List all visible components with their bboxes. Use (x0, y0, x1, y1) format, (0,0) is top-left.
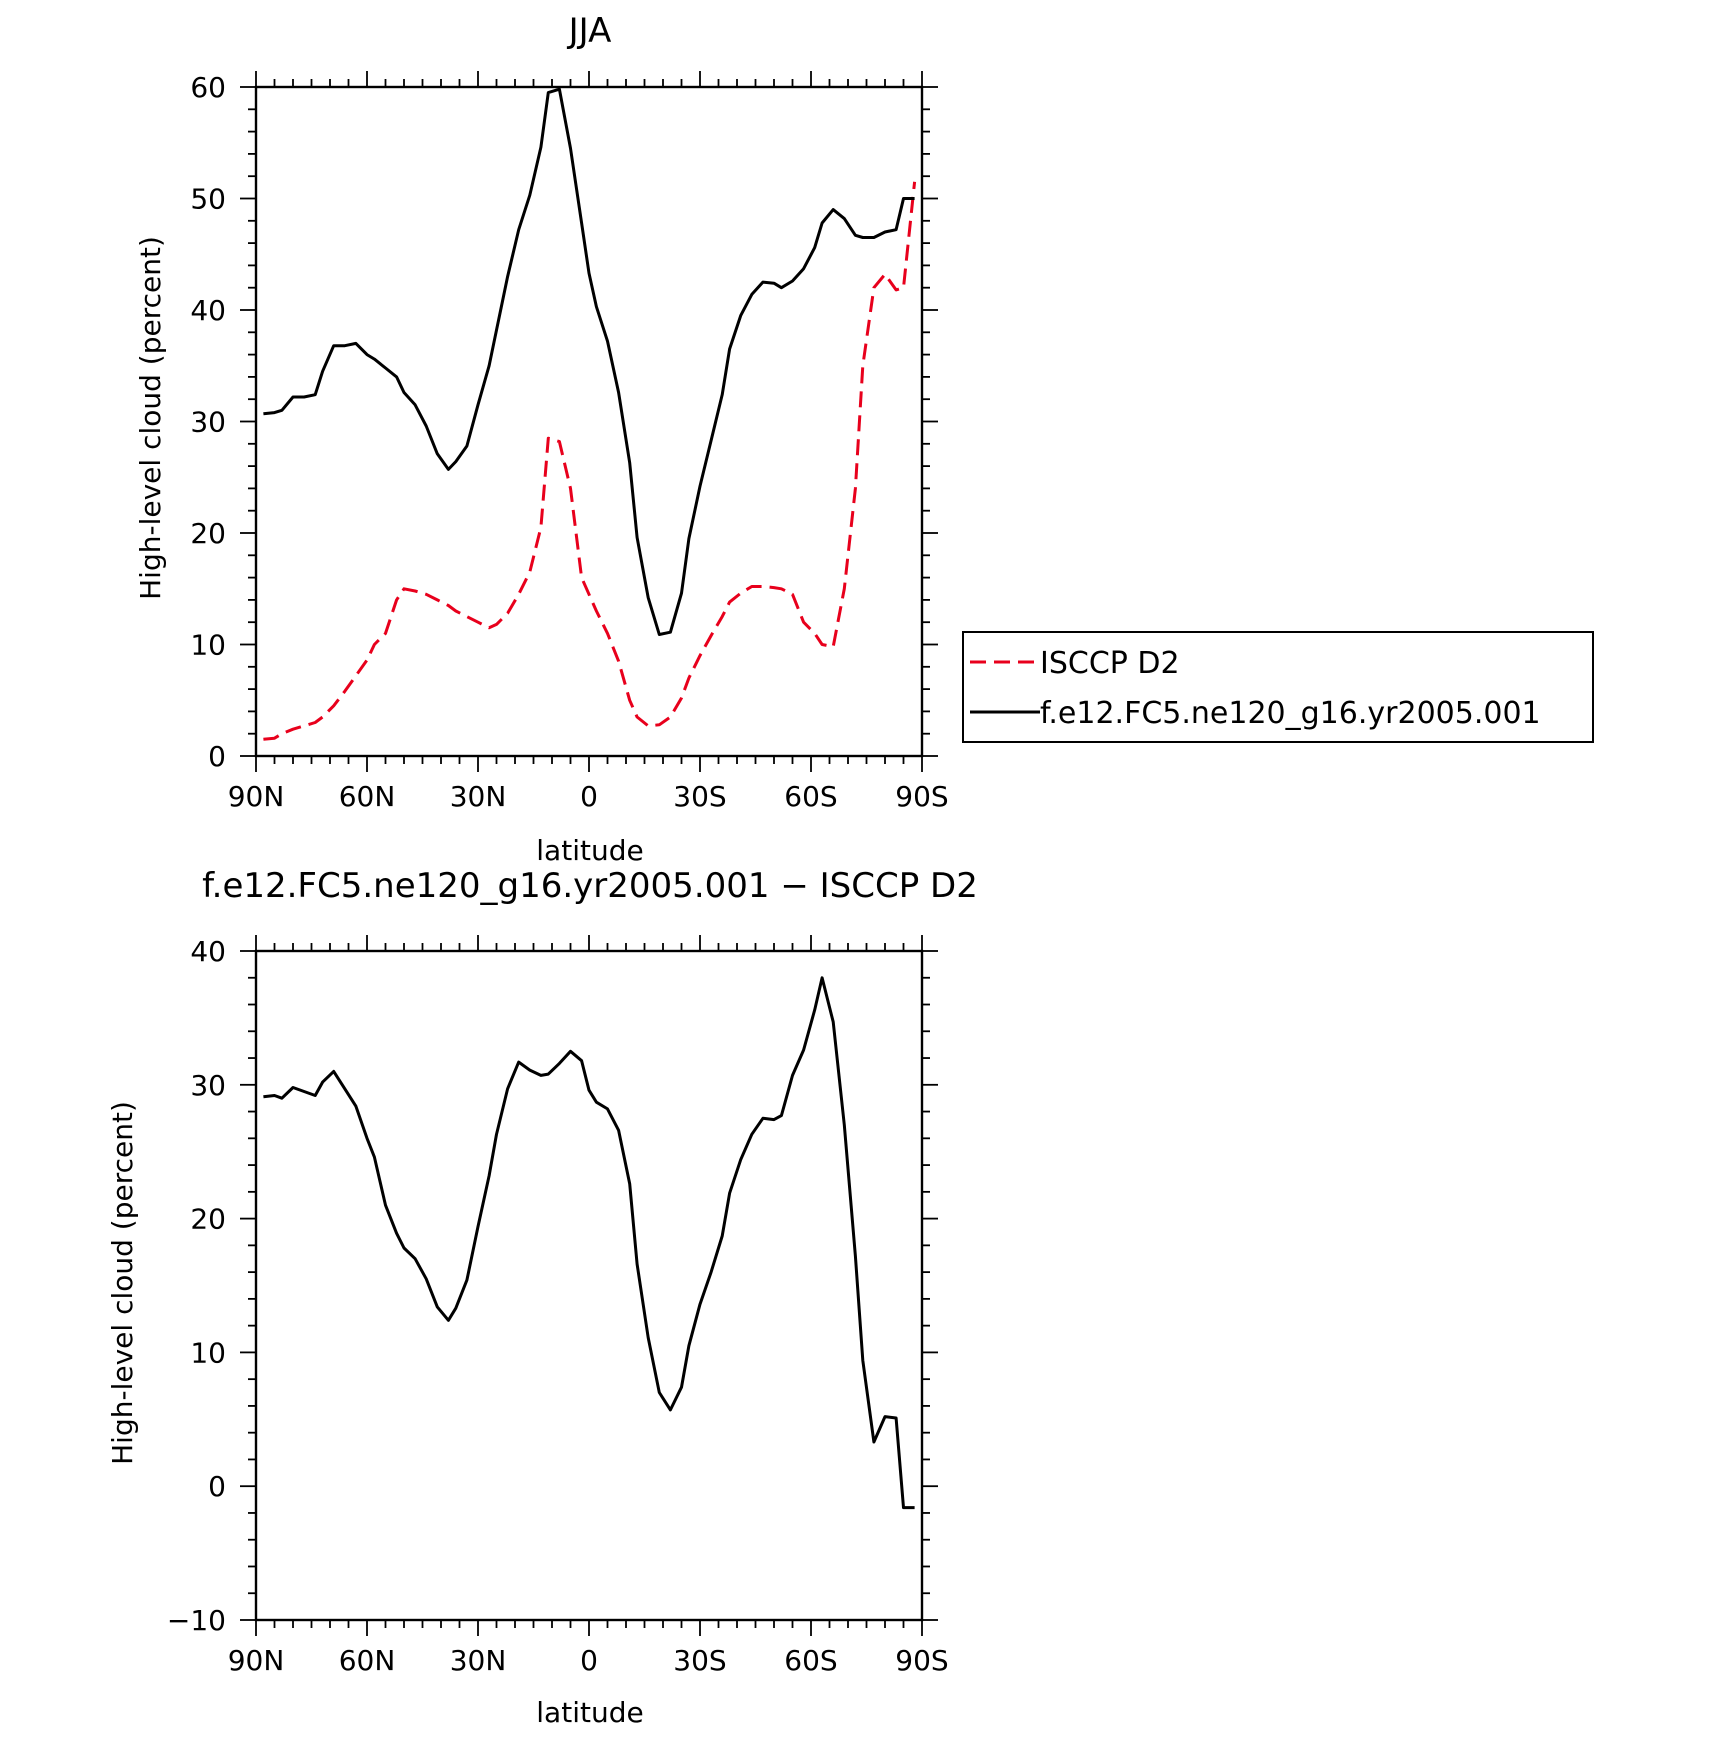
top-panel-xtick-label: 0 (580, 780, 598, 813)
top-panel-ytick-label: 0 (208, 740, 226, 773)
top-panel: JJA latitude High-level cloud (percent) … (134, 11, 949, 867)
bottom-panel-xtick-label: 30N (450, 1644, 507, 1677)
top-panel-ytick-label: 10 (190, 629, 226, 662)
bottom-panel-ytick-label: 40 (190, 935, 226, 968)
top-panel-xtick-label: 30S (673, 780, 726, 813)
bottom-panel-xtick-label: 90S (895, 1644, 948, 1677)
top-panel-xtick-label: 90S (895, 780, 948, 813)
top-panel-ylabel: High-level cloud (percent) (134, 236, 167, 600)
bottom-panel-xtick-label: 60N (339, 1644, 396, 1677)
bottom-panel-xtick-label: 90N (228, 1644, 285, 1677)
bottom-panel-ytick-label: −10 (167, 1604, 226, 1637)
bottom-panel-series-line-0 (263, 976, 915, 1510)
top-panel-xtick-label: 30N (450, 780, 507, 813)
legend-label-isccp: ISCCP D2 (1040, 646, 1180, 681)
top-panel-xtick-label: 60N (339, 780, 396, 813)
top-panel-ytick-label: 20 (190, 517, 226, 550)
bottom-panel: f.e12.FC5.ne120_g16.yr2005.001 − ISCCP D… (106, 866, 978, 1729)
bottom-panel-xtick-label: 0 (580, 1644, 598, 1677)
bottom-panel-xlabel: latitude (536, 1696, 643, 1729)
top-panel-series-line-0 (263, 181, 917, 741)
bottom-panel-ytick-label: 0 (208, 1470, 226, 1503)
bottom-panel-frame (254, 949, 924, 1622)
top-panel-frame (254, 85, 924, 758)
bottom-panel-ytick-label: 20 (190, 1203, 226, 1236)
legend-label-model: f.e12.FC5.ne120_g16.yr2005.001 (1040, 696, 1541, 731)
top-panel-ytick-label: 40 (190, 294, 226, 327)
legend-box (962, 631, 1594, 743)
top-panel-ytick-label: 50 (190, 183, 226, 216)
top-panel-ytick-label: 60 (190, 71, 226, 104)
top-panel-xtick-label: 90N (228, 780, 285, 813)
bottom-panel-title: f.e12.FC5.ne120_g16.yr2005.001 − ISCCP D… (202, 866, 978, 906)
top-panel-xtick-label: 60S (784, 780, 837, 813)
bottom-panel-xtick-label: 30S (673, 1644, 726, 1677)
top-panel-ytick-label: 30 (190, 406, 226, 439)
bottom-panel-ytick-label: 30 (190, 1069, 226, 1102)
top-panel-series-line-1 (263, 87, 915, 636)
top-panel-title: JJA (567, 11, 612, 51)
bottom-panel-xtick-label: 60S (784, 1644, 837, 1677)
bottom-panel-ylabel: High-level cloud (percent) (106, 1101, 139, 1465)
legend: ISCCP D2 f.e12.FC5.ne120_g16.yr2005.001 (962, 631, 1594, 743)
bottom-panel-ytick-label: 10 (190, 1336, 226, 1369)
top-panel-xlabel: latitude (536, 834, 643, 867)
